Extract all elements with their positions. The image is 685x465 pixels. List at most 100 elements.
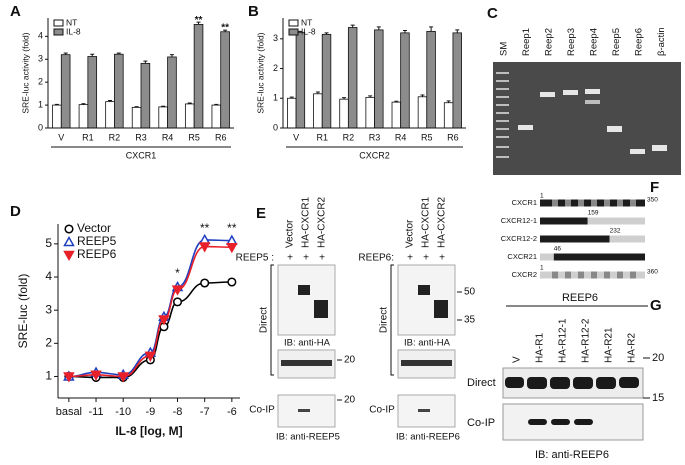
construct-name: CXCR21 (507, 252, 537, 261)
legend-label: IL-8 (301, 26, 316, 36)
mw-marker: 50 (464, 287, 476, 298)
y-tick-label: 2 (45, 335, 52, 349)
x-tick-label: R6 (215, 132, 227, 142)
legend-label: IL-8 (66, 26, 81, 36)
panel-label: F (650, 179, 659, 196)
tm-segment (578, 199, 584, 207)
y-tick-label: 2 (38, 77, 43, 87)
y-tick-label: 1 (273, 93, 278, 103)
bar (313, 93, 323, 129)
y-tick-label: 2 (273, 63, 278, 73)
legend-label: Vector (77, 221, 111, 235)
bar (391, 101, 402, 129)
x-tick-label: R2 (109, 132, 121, 142)
mw-marker: 20 (344, 395, 356, 406)
lane-label: Vector (285, 219, 296, 248)
x-tick-label: R3 (135, 132, 147, 142)
bar (87, 56, 98, 129)
gel-bands (496, 72, 667, 158)
lane-label: Reep3 (566, 28, 577, 56)
point (63, 235, 75, 247)
point (64, 224, 74, 234)
y-tick-label: 0 (38, 122, 43, 132)
row-label: Direct (259, 307, 270, 333)
x-tick-label: R5 (188, 132, 200, 142)
blot-bands (298, 285, 328, 318)
lane-label: Vector (405, 219, 416, 248)
point (226, 242, 238, 254)
row-label: Co-IP (467, 417, 495, 429)
point (63, 372, 75, 383)
tm-segment (630, 271, 636, 279)
lane-label: HA-R2 (627, 333, 638, 363)
bar (140, 62, 151, 129)
panel-label: C (487, 5, 498, 22)
bar (60, 54, 71, 129)
x-tick-label: -10 (115, 406, 131, 418)
gel-image (493, 62, 681, 175)
point (144, 351, 157, 362)
blot-bands (298, 409, 310, 412)
bar (158, 106, 168, 129)
ib-label: IB: anti-HA (284, 338, 331, 349)
bar (339, 98, 349, 129)
x-tick-label: basal (56, 406, 82, 418)
mw-marker: 20 (344, 355, 356, 366)
legend-label: REEP6 (77, 247, 117, 261)
blot-bands (401, 360, 452, 366)
bar (426, 30, 436, 129)
lane-label: V (512, 356, 523, 363)
lane-label: Reep1 (521, 28, 532, 56)
y-tick-label: 5 (45, 236, 52, 250)
bar (295, 31, 306, 129)
annotation: ** (200, 221, 210, 235)
group-label: CXCR2 (359, 150, 390, 160)
construct-name: CXCR12-2 (501, 234, 537, 243)
construct-name: CXCR1 (512, 198, 537, 207)
row-label: Direct (379, 307, 390, 333)
blot-coip (502, 403, 644, 441)
tm-segment (565, 199, 571, 207)
ib-label: IB: anti-REEP6 (396, 432, 460, 443)
x-tick-label: R2 (343, 132, 355, 142)
sign: + (439, 253, 445, 264)
tm-segment (591, 199, 597, 207)
tm-segment (552, 199, 558, 207)
x-tick-label: R5 (421, 132, 433, 142)
row-label: Co-IP (369, 405, 395, 416)
annotation: ** (221, 22, 229, 33)
lane-label: HA-R1 (535, 333, 546, 363)
bar (114, 53, 124, 129)
bar (287, 97, 297, 129)
point (200, 278, 210, 288)
y-tick-label: 3 (273, 33, 278, 43)
legend-label: REEP5 (77, 234, 117, 248)
construct-part (540, 235, 610, 243)
construct-name: CXCR2 (512, 270, 537, 279)
lane-label: Reep2 (544, 28, 555, 56)
x-axis-title: IL-8 [log, M] (115, 424, 182, 438)
treatment-label: REEP5 : (236, 253, 274, 264)
panel-label: A (10, 3, 21, 20)
construct-name: CXCR12-1 (501, 216, 537, 225)
y-axis-title: SRE-luc activity (fold) (20, 32, 30, 113)
ib-label: IB: anti-REEP5 (276, 432, 340, 443)
point (158, 315, 170, 326)
point (117, 372, 129, 383)
y-tick-label: 4 (38, 31, 43, 41)
lane-label: HA-R12-1 (558, 318, 569, 363)
construct-part (609, 235, 645, 243)
tm-segment (578, 271, 584, 279)
bracket (390, 264, 394, 376)
sign: + (303, 253, 309, 264)
panel-label: G (650, 297, 662, 314)
lane-label: Reep6 (634, 28, 645, 56)
x-tick-label: R1 (316, 132, 328, 142)
mw-marker: 20 (652, 352, 664, 364)
bar (52, 104, 62, 129)
sign: + (423, 253, 429, 264)
x-tick-label: -8 (173, 406, 183, 418)
point (172, 297, 183, 307)
y-tick-label: 1 (45, 369, 52, 383)
